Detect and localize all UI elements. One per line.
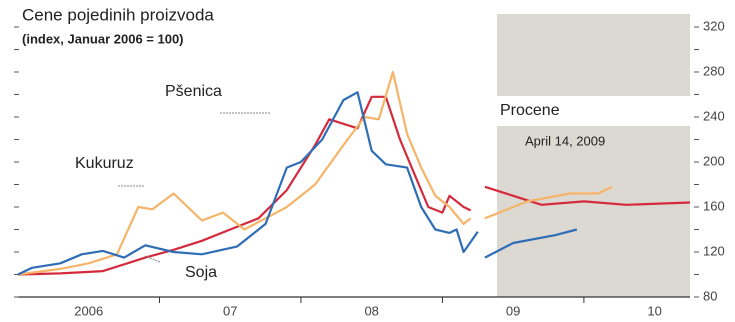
forecast-label: Procene [500,102,560,119]
series-line [17,70,613,276]
forecast-label-box [492,96,735,126]
chart-subtitle: (index, Januar 2006 = 100) [22,31,184,46]
legend-label: Pšenica [165,83,222,100]
y-tick-label: 200 [703,153,725,168]
x-tick-label: 08 [364,303,378,318]
forecast-date: April 14, 2009 [525,133,605,148]
forecast-region [497,14,690,297]
x-tick-label: 2006 [74,303,103,318]
y-tick-label: 80 [703,288,717,303]
x-tick-label: 07 [223,303,237,318]
y-tick-label: 120 [703,243,725,258]
y-tick-label: 280 [703,63,725,78]
series-line [17,95,691,276]
y-tick-label: 320 [703,18,725,33]
chart-title: Cene pojedinih proizvoda [22,5,214,24]
y-tick-label: 240 [703,108,725,123]
legend-label: Kukuruz [75,155,134,172]
legend-leader [144,255,161,263]
y-tick-label: 160 [703,198,725,213]
x-tick-label: 09 [506,303,520,318]
legend-label: Soja [185,264,217,281]
x-tick-label: 10 [647,303,661,318]
series-line [17,91,578,276]
